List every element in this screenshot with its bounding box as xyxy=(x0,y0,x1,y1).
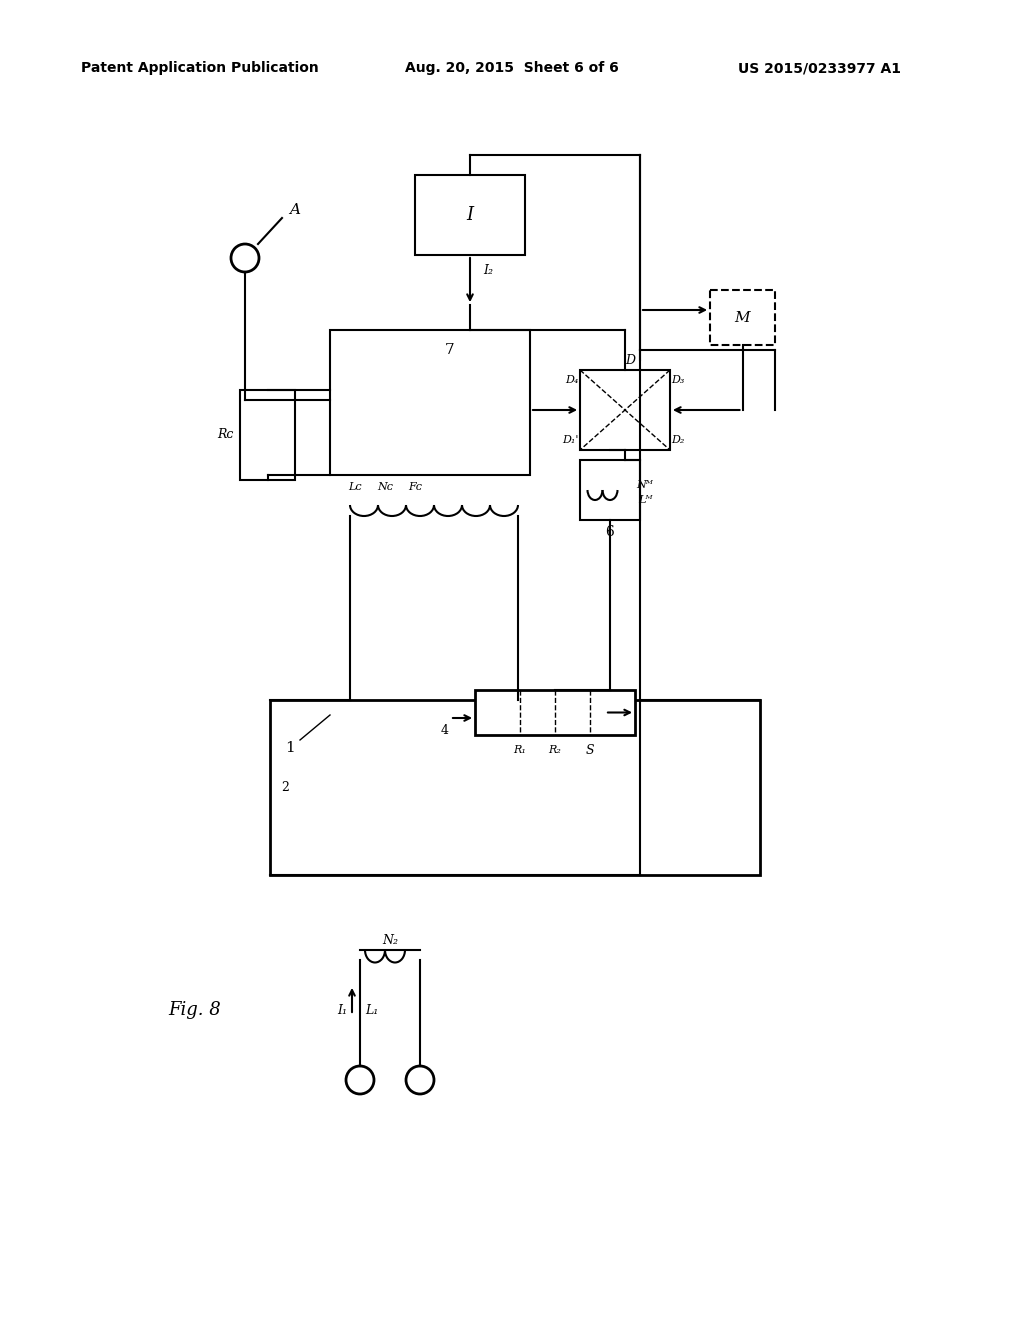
Bar xyxy=(475,690,635,735)
Text: D: D xyxy=(625,354,635,367)
Text: 6: 6 xyxy=(605,525,614,539)
Circle shape xyxy=(231,244,259,272)
Text: Patent Application Publication: Patent Application Publication xyxy=(81,61,318,75)
Text: M: M xyxy=(734,310,751,325)
Text: I: I xyxy=(467,206,473,224)
Text: R₂: R₂ xyxy=(549,744,561,755)
Text: Lᴄ: Lᴄ xyxy=(348,482,361,492)
Text: Nᴄ: Nᴄ xyxy=(377,482,393,492)
Bar xyxy=(580,459,640,520)
Bar xyxy=(240,389,295,480)
Text: D₁': D₁' xyxy=(562,436,579,445)
Text: A: A xyxy=(290,203,300,216)
Text: 7: 7 xyxy=(445,343,455,356)
Text: Rᴄ: Rᴄ xyxy=(217,429,233,441)
Text: Nᴹ: Nᴹ xyxy=(637,480,653,490)
Text: Lᴹ: Lᴹ xyxy=(638,495,652,506)
Bar xyxy=(415,176,525,255)
Text: L₁: L₁ xyxy=(366,1003,379,1016)
Text: 1: 1 xyxy=(285,741,295,755)
Text: 4: 4 xyxy=(441,723,449,737)
Circle shape xyxy=(406,1067,434,1094)
Text: I₂: I₂ xyxy=(483,264,493,276)
Circle shape xyxy=(346,1067,374,1094)
Bar xyxy=(270,700,760,875)
Text: US 2015/0233977 A1: US 2015/0233977 A1 xyxy=(738,61,901,75)
Text: D₂: D₂ xyxy=(672,436,685,445)
Text: R₁: R₁ xyxy=(514,744,526,755)
Text: N₂: N₂ xyxy=(382,933,398,946)
Text: Fig. 8: Fig. 8 xyxy=(169,1001,221,1019)
Text: I₁: I₁ xyxy=(337,1003,347,1016)
Text: Aug. 20, 2015  Sheet 6 of 6: Aug. 20, 2015 Sheet 6 of 6 xyxy=(406,61,618,75)
Text: D₄: D₄ xyxy=(565,375,579,385)
Bar xyxy=(580,370,670,450)
Text: S: S xyxy=(586,743,594,756)
Bar xyxy=(330,330,530,475)
Text: D₃: D₃ xyxy=(672,375,685,385)
Text: Fᴄ: Fᴄ xyxy=(408,482,422,492)
Text: 2: 2 xyxy=(281,781,289,795)
Bar xyxy=(710,290,775,345)
